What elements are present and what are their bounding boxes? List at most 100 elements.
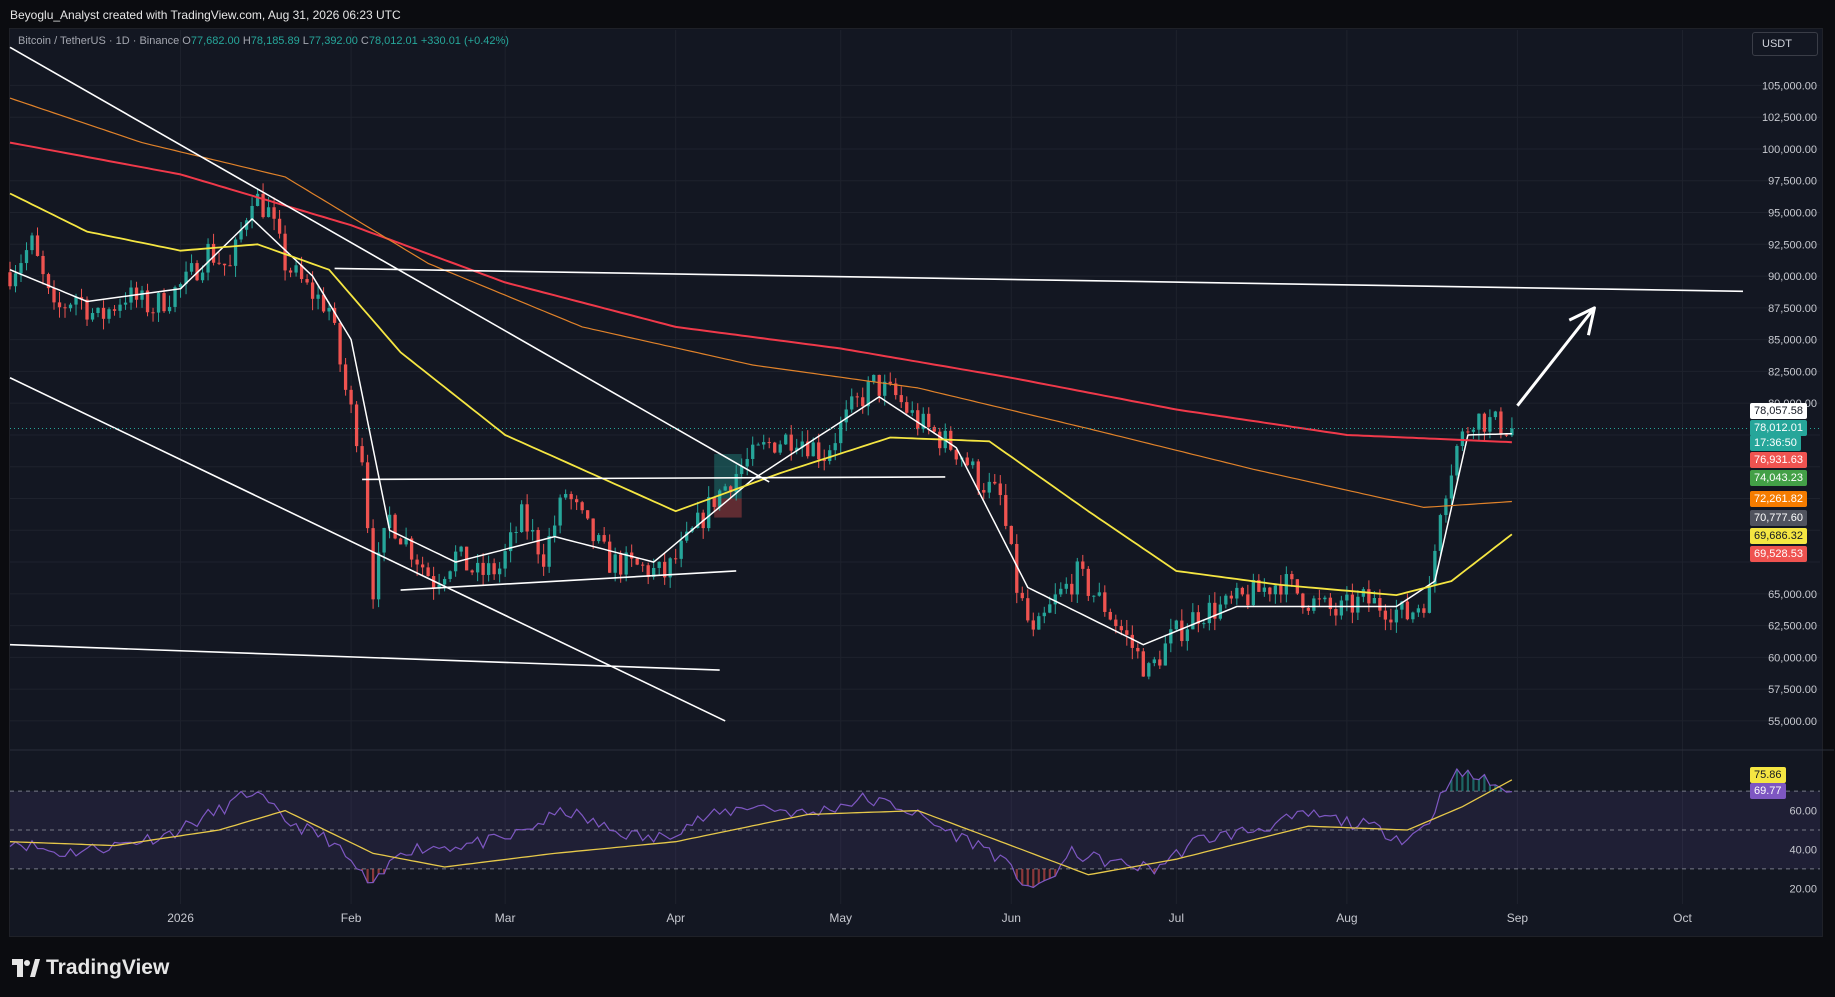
candle <box>211 243 216 263</box>
candle <box>184 271 188 285</box>
forecast-arrow[interactable] <box>1516 306 1596 407</box>
candle <box>156 293 161 313</box>
candle <box>272 207 276 219</box>
candle <box>575 499 579 503</box>
change-value: +330.01 (+0.42%) <box>420 35 509 47</box>
price-tick-label: 92,500.00 <box>1768 239 1817 251</box>
candle <box>305 279 309 283</box>
candle <box>1328 597 1333 610</box>
currency-button[interactable]: USDT <box>1752 32 1818 56</box>
price-scale-label: 78,057.58 <box>1750 403 1807 419</box>
candle <box>553 525 557 537</box>
rsi-ma-line <box>9 779 1513 876</box>
candle <box>277 218 282 234</box>
candle <box>233 239 238 266</box>
candle <box>987 481 991 493</box>
rsi-line <box>9 767 1512 889</box>
candle <box>228 265 232 267</box>
candle <box>1411 612 1415 620</box>
trendline[interactable] <box>334 267 1743 293</box>
candle <box>1240 587 1244 595</box>
candle <box>734 473 738 493</box>
rsi-scale-label: 75.86 <box>1750 767 1786 783</box>
candle <box>696 512 700 528</box>
candle <box>927 413 931 428</box>
candle <box>206 243 210 273</box>
candle <box>1493 411 1498 418</box>
candle <box>844 409 848 423</box>
candle <box>833 443 837 451</box>
candle <box>569 493 573 500</box>
candle <box>778 444 782 453</box>
rsi-tick-label: 40.00 <box>1789 844 1817 856</box>
price-tick-label: 97,500.00 <box>1768 176 1817 188</box>
candle <box>1169 629 1173 644</box>
tradingview-logo[interactable]: TradingView <box>12 956 169 980</box>
candle <box>1224 595 1228 605</box>
candle <box>1037 616 1041 630</box>
candle <box>1433 550 1437 586</box>
candle <box>112 309 117 311</box>
author-credit: Beyoglu_Analyst created with TradingView… <box>10 8 401 22</box>
candle <box>68 304 73 309</box>
candle <box>800 441 804 448</box>
time-tick-label: Mar <box>495 911 516 925</box>
candle <box>1471 429 1476 432</box>
candle <box>178 284 183 288</box>
candle <box>998 483 1002 496</box>
candle <box>850 396 854 410</box>
price-scale-label: 78,012.01 <box>1750 420 1807 436</box>
chart-frame[interactable] <box>9 28 1823 937</box>
candle <box>1070 583 1074 595</box>
price-scale-label: 72,261.82 <box>1750 491 1807 507</box>
candle <box>1136 647 1140 652</box>
tradingview-logo-icon <box>12 959 40 977</box>
candle <box>1108 611 1112 620</box>
candle <box>1301 593 1305 608</box>
trendline[interactable] <box>400 570 737 591</box>
candle <box>1466 431 1470 433</box>
candle <box>591 518 595 542</box>
candle <box>1438 515 1443 551</box>
time-tick-label: Oct <box>1673 911 1692 925</box>
indicator-line-ema-fast <box>9 218 1512 646</box>
trendline[interactable] <box>362 476 946 481</box>
candle <box>1174 620 1178 630</box>
price-tick-label: 85,000.00 <box>1768 335 1817 347</box>
symbol-name[interactable]: Bitcoin / TetherUS · 1D · Binance <box>18 35 180 47</box>
candle <box>1350 594 1355 613</box>
candle <box>288 270 293 273</box>
candle <box>382 528 386 553</box>
candle <box>475 562 480 573</box>
candle <box>756 444 760 446</box>
candle <box>63 307 67 309</box>
high-value: 78,185.89 <box>250 35 300 47</box>
candle <box>1257 579 1261 592</box>
candle <box>420 564 425 568</box>
candle <box>762 442 766 445</box>
candle <box>1427 585 1432 613</box>
candle <box>442 578 447 585</box>
time-tick-label: Aug <box>1336 911 1357 925</box>
candle <box>294 265 298 273</box>
candle <box>404 538 408 545</box>
candle <box>541 554 546 567</box>
candle <box>409 538 414 560</box>
candle <box>96 307 100 314</box>
trendline[interactable] <box>9 643 720 671</box>
candle <box>299 265 304 280</box>
candle <box>492 563 496 575</box>
candle <box>630 552 634 559</box>
candle <box>1317 598 1322 600</box>
indicator-line-ema-50 <box>9 192 1513 596</box>
symbol-legend[interactable]: Bitcoin / TetherUS · 1D · Binance O77,68… <box>18 35 509 47</box>
candle <box>376 552 381 600</box>
grid <box>10 30 1820 904</box>
candle <box>564 493 568 498</box>
trendline[interactable] <box>9 377 726 722</box>
candle <box>118 304 122 311</box>
trendline[interactable] <box>9 46 770 483</box>
candle <box>1284 574 1289 595</box>
candle <box>613 554 617 573</box>
